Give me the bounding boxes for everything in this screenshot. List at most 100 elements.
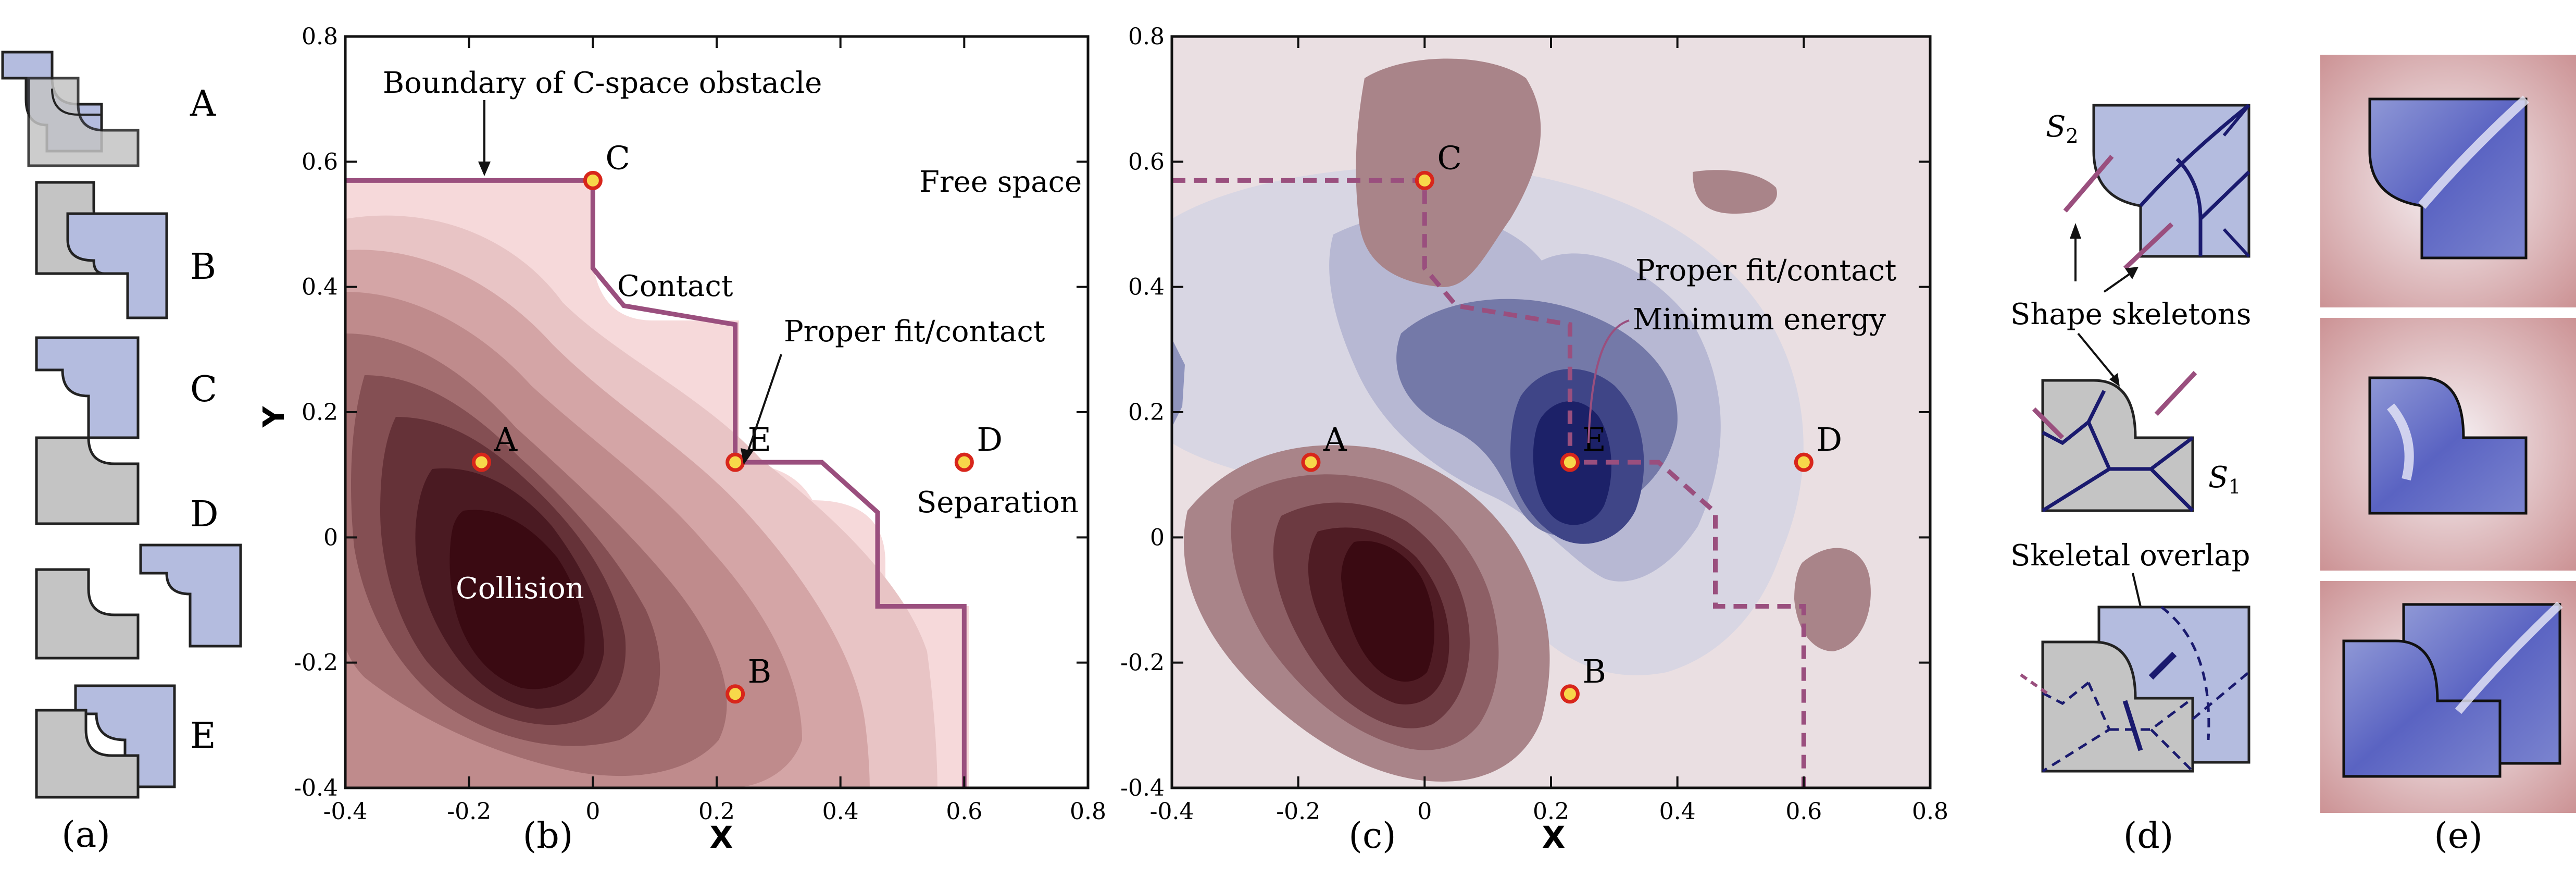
- config-label-a: A: [190, 83, 216, 125]
- panel-e: (e): [2320, 55, 2576, 857]
- point-d: [954, 452, 974, 472]
- point-label-d: D: [977, 421, 1003, 459]
- skeleton-line-3: [2032, 407, 2065, 440]
- contour-c-blob-low: [1794, 548, 1871, 651]
- x-tick-label: 0.4: [822, 798, 859, 825]
- panel-d: S2 Shape skeletons S1 Skeletal overlap: [2010, 104, 2252, 857]
- x-tick-label: 0: [585, 798, 600, 825]
- annot-proper-fit-arrowhead: [741, 448, 753, 465]
- y-tick-label: 0.4: [1128, 274, 1165, 301]
- chart-b-xlabel: X: [710, 820, 733, 855]
- y-tick-label: 0: [323, 524, 338, 551]
- contour-b-level-8: [449, 510, 585, 689]
- point-b: [726, 684, 745, 704]
- skeletons-arrowhead-2: [2125, 267, 2139, 279]
- energy-map-3: [2320, 581, 2576, 813]
- shape-s1: [2041, 379, 2194, 512]
- x-tick-label: 0: [1417, 798, 1432, 825]
- skeletons-arrowhead-3: [2109, 373, 2120, 387]
- config-d-shapes: [35, 543, 242, 660]
- panel-label-b: (b): [523, 815, 573, 857]
- point-c: [1415, 170, 1434, 190]
- shape-overlap: [2020, 605, 2250, 773]
- y-tick-label: -0.2: [294, 650, 338, 676]
- annot-free-space: Free space: [919, 165, 1082, 199]
- annot-minimum-energy: Minimum energy: [1633, 303, 1886, 337]
- annot-contact: Contact: [617, 269, 733, 303]
- panel-label-c: (c): [1348, 815, 1396, 857]
- panel-label-d: (d): [2123, 815, 2174, 857]
- skeletons-arrow-3: [2077, 332, 2116, 379]
- point-label-c: C: [1437, 139, 1461, 177]
- annot-separation: Separation: [917, 486, 1079, 520]
- config-label-e: E: [190, 715, 216, 757]
- x-tick-label: 0.8: [1912, 798, 1948, 825]
- chart-b-ylabel: Y: [257, 405, 291, 428]
- skeletons-arrow-2: [2103, 273, 2131, 293]
- config-label-c: C: [190, 369, 217, 410]
- panel-a: A B C D E (a): [1, 51, 242, 856]
- contour-c-blob-right: [1693, 170, 1777, 214]
- y-tick-label: 0.8: [1128, 23, 1165, 50]
- point-d: [1794, 452, 1814, 472]
- contour-c-blob-top: [1356, 58, 1541, 287]
- panel-c-chart: -0.4 -0.2 0 0.2 0.4 0.6 0.8 -0.4 -0.2 0 0.2 0.4 0.6 0…: [1120, 23, 1948, 857]
- point-b: [1560, 684, 1580, 704]
- y-tick-label: -0.2: [1120, 650, 1165, 676]
- annot-proper-fit-b: Proper fit/contact: [784, 315, 1045, 349]
- config-a-shapes: [1, 51, 140, 167]
- chart-c-ticks: [1171, 35, 1931, 789]
- shape-s2: [2092, 104, 2250, 258]
- y-tick-label: 0: [1150, 524, 1165, 551]
- skeletons-arrowhead-1: [2070, 223, 2081, 239]
- config-label-d: D: [190, 494, 219, 535]
- x-tick-label: -0.4: [1150, 798, 1194, 825]
- chart-c-xlabel: X: [1542, 820, 1566, 855]
- y-tick-label: -0.4: [294, 775, 338, 801]
- chart-c-contours: [1172, 58, 1871, 782]
- annot-boundary-arrowhead: [478, 162, 491, 176]
- y-tick-label: 0.6: [1128, 149, 1165, 175]
- label-s1: S1: [2208, 461, 2241, 498]
- point-e: [726, 452, 745, 472]
- skeleton-line-2: [2123, 222, 2174, 270]
- x-tick-label: -0.4: [323, 798, 368, 825]
- skeleton-line-4: [2154, 370, 2197, 416]
- y-tick-label: 0.2: [302, 399, 338, 426]
- x-tick-label: 0.4: [1659, 798, 1696, 825]
- x-tick-label: 0.2: [698, 798, 735, 825]
- y-tick-label: 0.8: [302, 23, 338, 50]
- energy-map-2: [2320, 318, 2576, 571]
- chart-c-points: A B C D E: [1301, 139, 1842, 704]
- config-c-shapes: [35, 336, 140, 525]
- annot-proper-fit-c: Proper fit/contact: [1635, 254, 1897, 288]
- point-c: [583, 170, 603, 190]
- point-a: [471, 452, 491, 472]
- x-tick-label: 0.8: [1070, 798, 1106, 825]
- point-e: [1560, 452, 1580, 472]
- panel-label-a: (a): [61, 814, 110, 856]
- point-label-c: C: [605, 139, 630, 177]
- chart-b-ticks: [344, 35, 1089, 789]
- energy-map-1: [2320, 55, 2576, 307]
- point-label-a: A: [493, 421, 518, 459]
- chart-c-tick-labels: -0.4 -0.2 0 0.2 0.4 0.6 0.8 -0.4 -0.2 0 0.2 0.4 0.6 0…: [1120, 23, 1948, 825]
- point-label-e: E: [1582, 421, 1606, 459]
- point-a: [1301, 452, 1321, 472]
- x-tick-label: 0.6: [946, 798, 982, 825]
- x-tick-label: -0.2: [447, 798, 491, 825]
- y-tick-label: 0.4: [302, 274, 338, 301]
- contour-c-red-4: [1341, 541, 1434, 682]
- point-label-d: D: [1816, 421, 1842, 459]
- config-label-b: B: [190, 246, 216, 288]
- label-shape-skeletons: Shape skeletons: [2010, 298, 2252, 331]
- chart-b-tick-labels: -0.4 -0.2 0 0.2 0.4 0.6 0.8 -0.4 -0.2 0 0.2 0.4 0.6 0…: [294, 23, 1106, 825]
- point-label-a: A: [1323, 421, 1347, 459]
- annot-minimum-energy-leader: [1587, 319, 1630, 443]
- annot-collision: Collision: [456, 572, 584, 605]
- annot-proper-fit-arrow: [746, 354, 782, 454]
- x-tick-label: 0.6: [1785, 798, 1822, 825]
- contour-c-blue-edge: [1172, 339, 1185, 427]
- config-b-shapes: [35, 181, 168, 319]
